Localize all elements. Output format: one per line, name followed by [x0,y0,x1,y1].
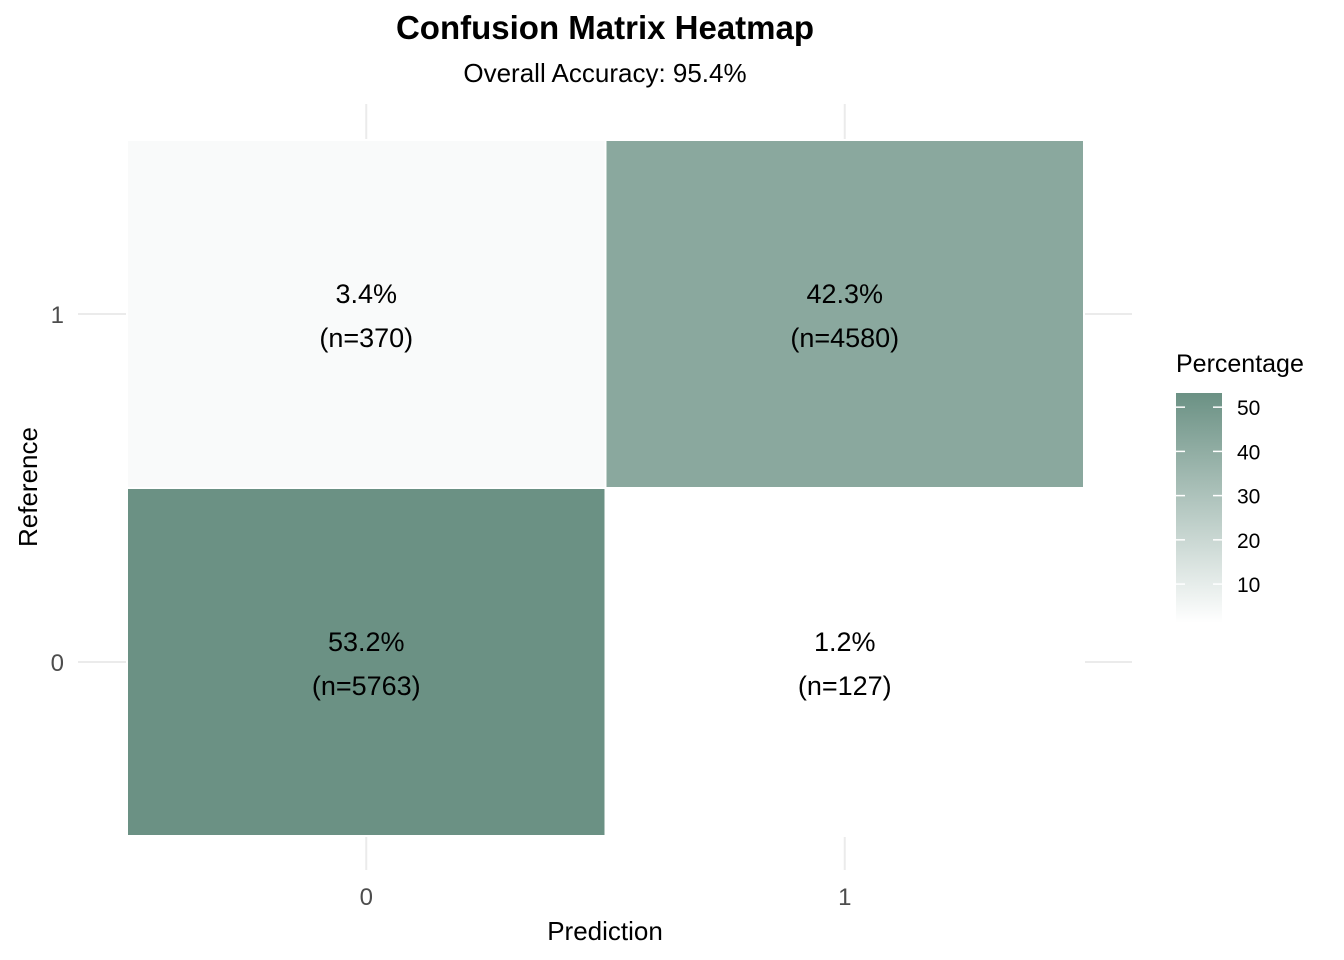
y-axis-label: Reference [13,427,43,547]
cell-percentage-label: 3.4% [335,279,397,309]
cell-count-label: (n=4580) [790,323,899,353]
legend-colorbar [1176,393,1222,623]
cell-percentage-label: 53.2% [328,627,405,657]
y-tick-label: 0 [51,650,64,677]
chart-title: Confusion Matrix Heatmap [395,9,815,46]
x-tick-label: 0 [360,884,373,911]
heatmap-cell-pred0-ref1 [126,139,607,489]
y-tick-label: 1 [51,302,64,329]
heatmap-cell-pred1-ref1 [604,139,1085,489]
cell-labels: 3.4% (n=370) 42.3% (n=4580) 53.2% (n=5763) 1.2… [312,279,899,701]
cell-count-label: (n=5763) [312,671,421,701]
y-axis-ticks: 01 [51,302,64,677]
legend-tick-label: 40 [1237,441,1260,464]
chart-subtitle: Overall Accuracy: 95.4% [463,58,747,88]
color-legend: Percentage 10 20 30 40 50 [1176,350,1304,623]
cell-count-label: (n=370) [319,323,413,353]
x-axis-label: Prediction [547,916,663,946]
legend-tick-labels: 10 20 30 40 50 [1237,397,1260,597]
heatmap-cell-pred0-ref0 [126,487,607,837]
cell-percentage-label: 42.3% [806,279,883,309]
x-tick-label: 1 [838,884,851,911]
legend-title: Percentage [1176,350,1304,378]
legend-tick-label: 50 [1237,397,1260,420]
cell-count-label: (n=127) [798,671,892,701]
legend-tick-label: 30 [1237,486,1260,509]
legend-tick-label: 10 [1237,574,1260,597]
heatmap-cell-pred1-ref0 [604,487,1085,837]
legend-tick-label: 20 [1237,530,1260,553]
heatmap-cells [126,139,1085,837]
cell-percentage-label: 1.2% [814,627,876,657]
